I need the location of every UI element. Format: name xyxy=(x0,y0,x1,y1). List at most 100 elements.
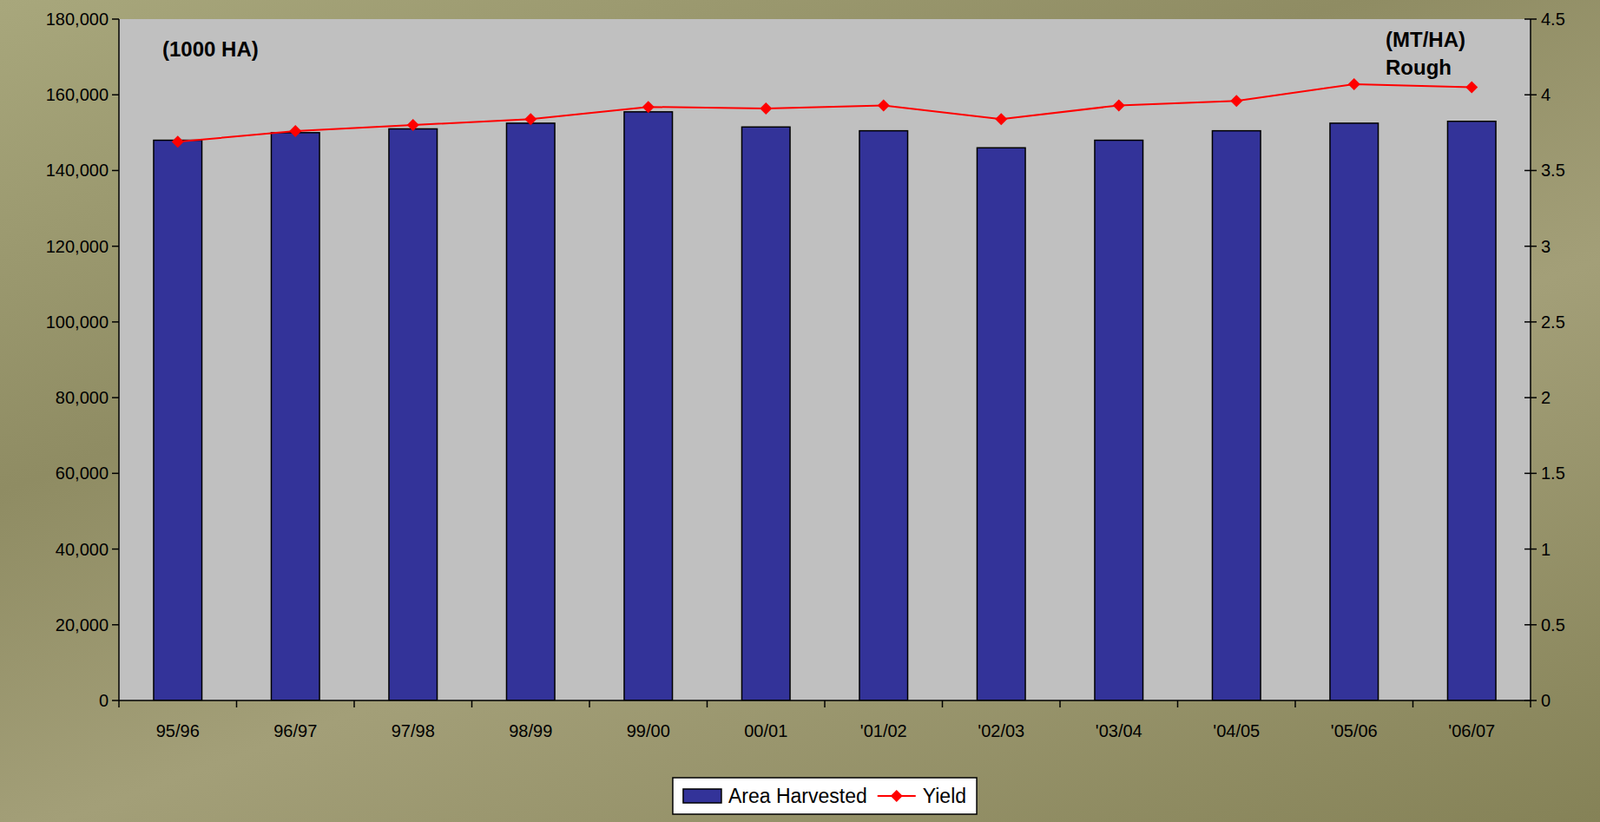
marker xyxy=(1230,94,1243,107)
axes: 0 20,000 40,000 60,000 80,000 100,000 120,000 1… xyxy=(46,9,1566,741)
x-tick xyxy=(588,700,591,708)
marker xyxy=(759,102,772,115)
marks xyxy=(153,78,1496,701)
marker xyxy=(994,112,1008,126)
x-tick xyxy=(118,700,120,708)
x-tick-label: '02/03 xyxy=(977,721,1025,741)
legend-swatch xyxy=(890,790,903,803)
y-tick-label: 160,000 xyxy=(46,85,109,105)
x-tick xyxy=(471,700,474,708)
y2-tick-label: 1.5 xyxy=(1540,463,1566,483)
y-tick xyxy=(111,170,119,172)
y-tick xyxy=(111,624,119,626)
bar xyxy=(976,147,1026,701)
y-tick-label: 120,000 xyxy=(46,237,109,257)
bar xyxy=(1211,131,1261,701)
y-tick xyxy=(111,18,119,20)
x-tick xyxy=(823,700,826,708)
y2-tick-label: 3 xyxy=(1540,237,1551,257)
marker xyxy=(877,98,890,112)
marker xyxy=(1348,78,1361,91)
bar xyxy=(270,132,320,701)
y-tick xyxy=(111,321,119,323)
marker xyxy=(642,100,655,113)
y2-tick-label: 3.5 xyxy=(1540,160,1566,180)
marker xyxy=(524,112,537,126)
unit-label: (1000 HA) xyxy=(162,37,259,61)
y-tick-label: 60,000 xyxy=(55,463,109,483)
unit-label: (MT/HA) xyxy=(1385,27,1466,52)
legend-swatch xyxy=(683,789,722,804)
x-tick-label: '03/04 xyxy=(1095,721,1143,741)
marker xyxy=(171,135,185,148)
x-tick xyxy=(353,700,356,708)
marker xyxy=(1112,98,1126,112)
x-tick xyxy=(1059,700,1061,708)
y2-tick xyxy=(1524,321,1537,323)
x-tick xyxy=(1412,700,1415,708)
bar xyxy=(624,111,673,701)
legend-item: Yield xyxy=(877,784,967,808)
y-tick-label: 20,000 xyxy=(55,615,109,635)
bar xyxy=(741,126,791,701)
marker xyxy=(407,118,420,132)
unit-label: Rough xyxy=(1385,55,1452,80)
y-tick xyxy=(111,699,119,702)
x-tick-label: '06/07 xyxy=(1448,721,1495,741)
y2-tick-label: 0 xyxy=(1540,691,1551,711)
y2-tick xyxy=(1524,170,1537,172)
y2-tick-label: 4.5 xyxy=(1540,9,1566,29)
marker xyxy=(289,125,302,138)
y-tick xyxy=(111,245,119,248)
legend-box xyxy=(672,777,977,815)
bar xyxy=(859,131,909,701)
y-tick xyxy=(111,396,119,399)
bar xyxy=(153,140,203,701)
x-tick xyxy=(1529,700,1532,708)
x-tick-label: 97/98 xyxy=(391,721,435,741)
marker xyxy=(1465,81,1478,94)
legend-item: Area Harvested xyxy=(683,784,868,808)
x-tick-label: 96/97 xyxy=(273,721,317,741)
y2-tick xyxy=(1524,93,1537,96)
y2-tick-label: 2 xyxy=(1540,388,1551,408)
x-tick-label: '01/02 xyxy=(860,721,908,741)
y2-tick xyxy=(1524,548,1537,551)
y-tick-label: 100,000 xyxy=(46,312,109,332)
x-tick xyxy=(1177,700,1179,708)
y2-tick-label: 4 xyxy=(1540,85,1551,105)
x-tick xyxy=(706,700,709,708)
y2-tick xyxy=(1524,473,1537,475)
x-tick-label: '05/06 xyxy=(1330,721,1378,741)
y-axis-line xyxy=(118,19,120,701)
plot-area xyxy=(118,19,1531,701)
y-tick xyxy=(111,473,119,475)
y-tick-label: 80,000 xyxy=(55,388,109,408)
y2-tick xyxy=(1524,396,1537,399)
y-tick-label: 140,000 xyxy=(46,160,109,180)
line xyxy=(177,84,1473,142)
y2-tick xyxy=(1524,624,1537,626)
y-tick xyxy=(111,548,119,551)
y2-axis-line xyxy=(1529,19,1532,701)
chart: 0 20,000 40,000 60,000 80,000 100,000 120,000 1… xyxy=(0,0,1600,822)
legend: Area Harvested Yield xyxy=(672,777,977,815)
x-tick xyxy=(236,700,238,708)
x-tick-label: 95/96 xyxy=(156,721,200,741)
legend-label: Yield xyxy=(922,784,967,808)
bar xyxy=(1094,140,1144,701)
y-tick-label: 0 xyxy=(98,691,109,711)
y2-tick xyxy=(1524,18,1537,20)
x-tick xyxy=(941,700,944,708)
bar xyxy=(388,128,438,701)
y2-tick-label: 1 xyxy=(1540,539,1551,560)
x-tick-label: '04/05 xyxy=(1212,721,1260,741)
bar xyxy=(1447,121,1496,701)
y-tick-label: 40,000 xyxy=(55,539,109,560)
y2-tick xyxy=(1524,245,1537,248)
y2-tick-label: 0.5 xyxy=(1540,615,1566,635)
y-tick-label: 180,000 xyxy=(46,9,109,29)
y2-tick-label: 2.5 xyxy=(1540,312,1566,332)
x-tick-label: 98/99 xyxy=(508,721,553,741)
y-tick xyxy=(111,93,119,96)
